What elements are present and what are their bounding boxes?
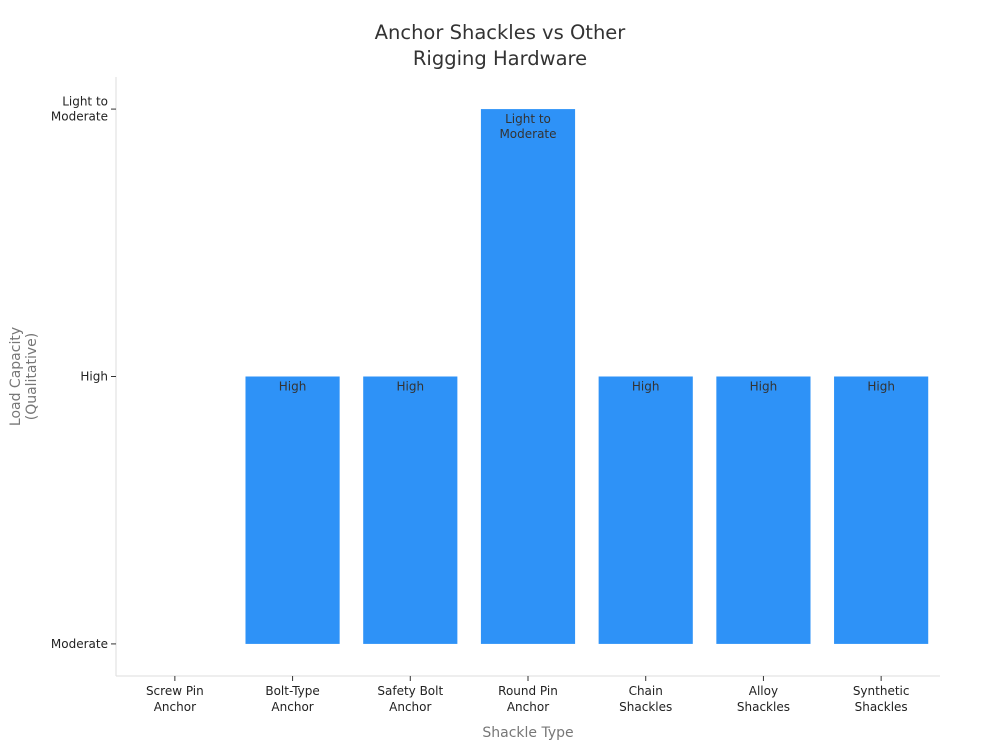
bar <box>245 376 340 644</box>
x-axis-title-text: Shackle Type <box>482 725 573 741</box>
bars: High High Light to Moderate High High High <box>245 109 929 644</box>
y-tick-label: Light to Moderate <box>51 95 108 124</box>
bar-value-label: High <box>750 380 778 394</box>
chart-title: Anchor Shackles vs Other Rigging Hardware <box>375 21 627 70</box>
x-tick-label: Chain Shackles <box>619 684 672 714</box>
bar <box>834 376 929 644</box>
chart-title-text: Anchor Shackles vs Other Rigging Hardware <box>375 21 627 70</box>
x-axis-title: Shackle Type <box>482 725 573 741</box>
y-axis-title-text: Load Capacity(Qualitative) <box>8 327 40 426</box>
y-tick-label: Moderate <box>51 637 108 651</box>
ticks: Moderate High Light to Moderate Screw Pin Anc… <box>51 95 910 714</box>
x-tick-label: Screw Pin Anchor <box>146 684 204 714</box>
bar-value-label: High <box>396 380 424 394</box>
bar-value-label: Light to Moderate <box>499 112 556 141</box>
x-tick-label: Bolt-Type Anchor <box>265 684 319 714</box>
bar <box>716 376 811 644</box>
x-tick-label: Safety Bolt Anchor <box>377 684 443 714</box>
y-axis-title: Load Capacity(Qualitative) <box>8 327 40 426</box>
bar-value-label: High <box>632 380 660 394</box>
bar <box>598 376 693 644</box>
x-tick-label: Synthetic Shackles <box>853 684 910 714</box>
bar <box>480 109 576 644</box>
bar-value-label: High <box>867 380 895 394</box>
bar <box>363 376 458 644</box>
y-tick-label: High <box>80 370 108 384</box>
x-tick-label: Round Pin Anchor <box>498 684 558 714</box>
bar-value-label: High <box>279 380 307 394</box>
x-tick-label: Alloy Shackles <box>737 684 790 714</box>
